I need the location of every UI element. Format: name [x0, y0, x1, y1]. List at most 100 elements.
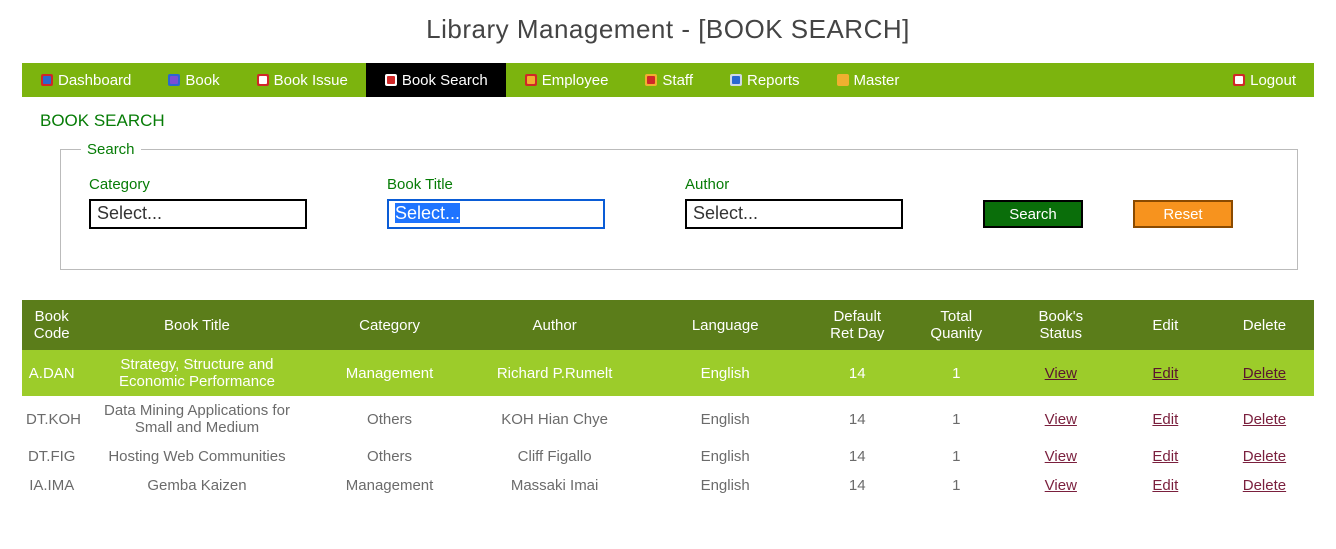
- reports-icon: [729, 73, 743, 87]
- edit-link[interactable]: Edit: [1152, 477, 1178, 494]
- table-row[interactable]: A.DANStrategy, Structure and Economic Pe…: [22, 350, 1314, 396]
- author-cell: Cliff Figallo: [467, 442, 643, 471]
- language-cell: English: [643, 350, 808, 396]
- book-code-cell: DT.FIG: [22, 442, 81, 471]
- book-code-cell: DT.KOH: [22, 396, 81, 442]
- view-cell: View: [1006, 350, 1116, 396]
- view-cell: View: [1006, 471, 1116, 500]
- nav-item-dashboard[interactable]: Dashboard: [22, 63, 149, 97]
- book-code-cell: IA.IMA: [22, 471, 81, 500]
- results-thead: BookCodeBook TitleCategoryAuthorLanguage…: [22, 300, 1314, 350]
- nav-item-label: Dashboard: [58, 72, 131, 89]
- category-cell: Management: [313, 350, 467, 396]
- qty-cell: 1: [907, 396, 1006, 442]
- dashboard-icon: [40, 73, 54, 87]
- category-cell: Others: [313, 442, 467, 471]
- delete-cell: Delete: [1215, 396, 1314, 442]
- column-header: Book'sStatus: [1006, 300, 1116, 350]
- category-cell: Management: [313, 471, 467, 500]
- title-select-value: Select...: [395, 203, 460, 223]
- author-select[interactable]: Select...: [685, 199, 903, 229]
- view-link[interactable]: View: [1045, 365, 1077, 382]
- results-table: BookCodeBook TitleCategoryAuthorLanguage…: [22, 300, 1314, 500]
- nav-item-staff[interactable]: Staff: [626, 63, 711, 97]
- view-link[interactable]: View: [1045, 411, 1077, 428]
- nav-item-employee[interactable]: Employee: [506, 63, 627, 97]
- book-code-cell: A.DAN: [22, 350, 81, 396]
- ret-day-cell: 14: [808, 350, 907, 396]
- category-select[interactable]: Select...: [89, 199, 307, 229]
- book-search-icon: [384, 73, 398, 87]
- nav-item-label: Employee: [542, 72, 609, 89]
- nav-item-book-search[interactable]: Book Search: [366, 63, 506, 97]
- view-cell: View: [1006, 442, 1116, 471]
- title-select[interactable]: Select...: [387, 199, 605, 229]
- nav-item-book-issue[interactable]: Book Issue: [238, 63, 366, 97]
- book-title-cell: Hosting Web Communities: [81, 442, 312, 471]
- view-link[interactable]: View: [1045, 448, 1077, 465]
- edit-link[interactable]: Edit: [1152, 365, 1178, 382]
- nav-item-label: Staff: [662, 72, 693, 89]
- delete-cell: Delete: [1215, 471, 1314, 500]
- delete-link[interactable]: Delete: [1243, 365, 1286, 382]
- table-row[interactable]: DT.FIGHosting Web CommunitiesOthersCliff…: [22, 442, 1314, 471]
- nav-item-book[interactable]: Book: [149, 63, 237, 97]
- edit-cell: Edit: [1116, 471, 1215, 500]
- table-row[interactable]: IA.IMAGemba KaizenManagementMassaki Imai…: [22, 471, 1314, 500]
- page-title: Library Management - [BOOK SEARCH]: [0, 0, 1336, 63]
- search-button[interactable]: Search: [983, 200, 1083, 228]
- table-row[interactable]: DT.KOHData Mining Applications for Small…: [22, 396, 1314, 442]
- delete-link[interactable]: Delete: [1243, 448, 1286, 465]
- ret-day-cell: 14: [808, 471, 907, 500]
- book-icon: [167, 73, 181, 87]
- book-issue-icon: [256, 73, 270, 87]
- nav-bar: Dashboard Book Book Issue Book Search Employ…: [22, 63, 1314, 97]
- button-row: Search Reset: [983, 200, 1233, 228]
- edit-cell: Edit: [1116, 350, 1215, 396]
- nav-item-label: Logout: [1250, 72, 1296, 89]
- nav-item-label: Book Issue: [274, 72, 348, 89]
- category-label: Category: [89, 176, 307, 193]
- book-title-cell: Data Mining Applications for Small and M…: [81, 396, 312, 442]
- author-field-group: Author Select...: [685, 176, 903, 229]
- delete-cell: Delete: [1215, 350, 1314, 396]
- column-header: DefaultRet Day: [808, 300, 907, 350]
- column-header: Delete: [1215, 300, 1314, 350]
- nav-item-master[interactable]: Master: [818, 63, 918, 97]
- language-cell: English: [643, 442, 808, 471]
- edit-link[interactable]: Edit: [1152, 411, 1178, 428]
- column-header: BookCode: [22, 300, 81, 350]
- nav-item-label: Book Search: [402, 72, 488, 89]
- view-link[interactable]: View: [1045, 477, 1077, 494]
- category-cell: Others: [313, 396, 467, 442]
- title-label: Book Title: [387, 176, 605, 193]
- category-field-group: Category Select...: [89, 176, 307, 229]
- logout-icon: [1232, 73, 1246, 87]
- reset-button[interactable]: Reset: [1133, 200, 1233, 228]
- title-field-group: Book Title Select...: [387, 176, 605, 229]
- book-title-cell: Strategy, Structure and Economic Perform…: [81, 350, 312, 396]
- results-tbody: A.DANStrategy, Structure and Economic Pe…: [22, 350, 1314, 500]
- nav-item-logout[interactable]: Logout: [1214, 63, 1314, 97]
- employee-icon: [524, 73, 538, 87]
- delete-link[interactable]: Delete: [1243, 477, 1286, 494]
- book-title-cell: Gemba Kaizen: [81, 471, 312, 500]
- delete-link[interactable]: Delete: [1243, 411, 1286, 428]
- author-cell: Massaki Imai: [467, 471, 643, 500]
- staff-icon: [644, 73, 658, 87]
- column-header: Book Title: [81, 300, 312, 350]
- nav-item-label: Book: [185, 72, 219, 89]
- search-row: Category Select... Book Title Select... …: [81, 166, 1277, 229]
- nav-item-label: Reports: [747, 72, 800, 89]
- language-cell: English: [643, 471, 808, 500]
- author-cell: KOH Hian Chye: [467, 396, 643, 442]
- ret-day-cell: 14: [808, 396, 907, 442]
- edit-cell: Edit: [1116, 442, 1215, 471]
- nav-item-reports[interactable]: Reports: [711, 63, 818, 97]
- search-panel: Search Category Select... Book Title Sel…: [60, 141, 1298, 270]
- edit-link[interactable]: Edit: [1152, 448, 1178, 465]
- author-select-value: Select...: [693, 203, 758, 223]
- master-icon: [836, 73, 850, 87]
- qty-cell: 1: [907, 350, 1006, 396]
- language-cell: English: [643, 396, 808, 442]
